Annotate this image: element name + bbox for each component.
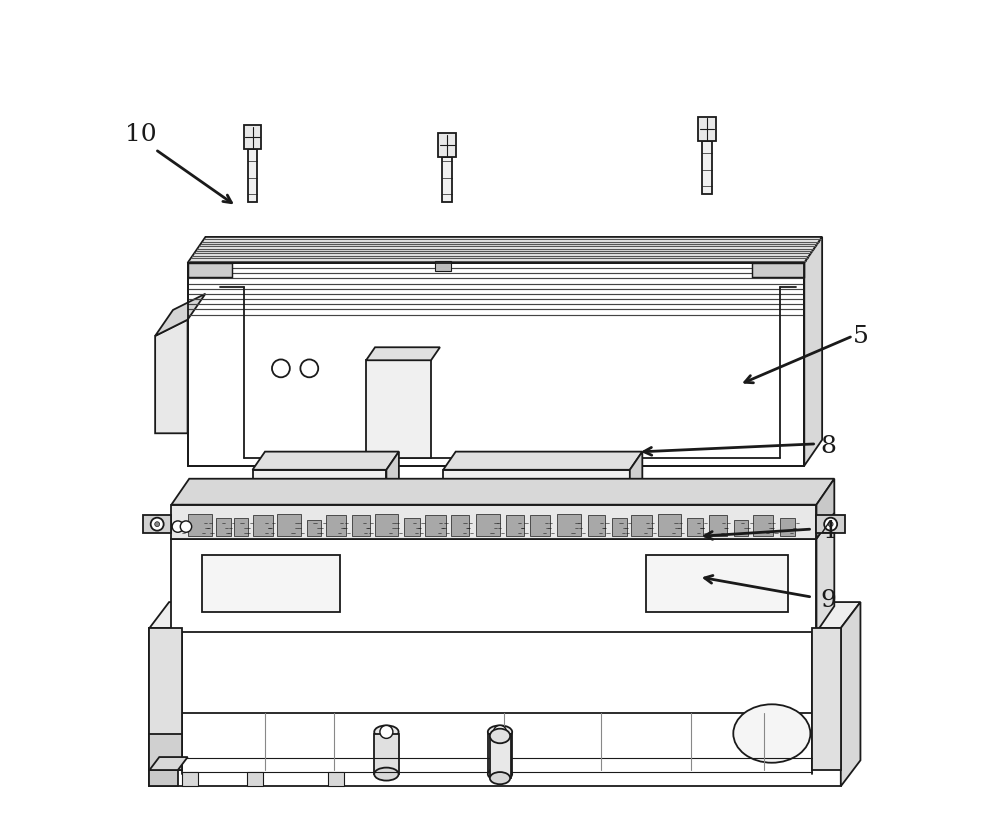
Circle shape [300,360,318,378]
Polygon shape [816,514,834,633]
Bar [612,519,627,537]
Bar [588,515,605,537]
Bar [687,519,703,537]
Bar [244,126,261,151]
Bar [780,519,795,537]
Polygon shape [630,452,642,504]
Bar [476,514,500,537]
Bar [658,514,681,537]
Circle shape [272,360,290,378]
Ellipse shape [488,767,512,781]
Polygon shape [171,539,816,633]
Polygon shape [841,602,860,786]
Bar [506,515,524,537]
Circle shape [151,518,164,531]
Text: 10: 10 [125,122,157,146]
Bar [702,142,712,194]
Bar [182,772,198,786]
Bar [646,556,788,612]
Circle shape [155,522,160,527]
Bar [631,515,652,537]
Bar [451,515,469,537]
Text: 8: 8 [821,434,836,457]
Bar [753,515,773,537]
Bar [425,515,446,537]
Bar [253,515,273,537]
Polygon shape [149,602,860,629]
Bar [734,520,748,537]
Polygon shape [188,264,804,466]
Circle shape [828,522,833,527]
Bar [328,772,344,786]
Ellipse shape [490,729,510,743]
Ellipse shape [374,725,399,739]
Bar [557,514,581,537]
Bar [248,151,257,203]
Bar [277,514,301,537]
Ellipse shape [733,705,810,762]
Bar [435,262,451,271]
Text: 9: 9 [821,589,836,611]
Polygon shape [386,452,399,504]
Bar [490,734,511,778]
Polygon shape [155,294,205,337]
Bar [234,519,248,537]
Polygon shape [171,514,834,539]
Bar [438,134,456,158]
Polygon shape [149,758,188,770]
Bar [352,515,370,537]
Text: 5: 5 [853,325,869,348]
Polygon shape [253,452,399,471]
Circle shape [180,521,192,533]
Polygon shape [171,479,834,505]
Polygon shape [253,471,386,504]
Polygon shape [443,452,642,471]
Polygon shape [143,515,171,533]
Bar [404,519,420,537]
Polygon shape [804,237,822,466]
Polygon shape [816,515,845,533]
Polygon shape [188,237,822,264]
Bar [326,515,346,537]
Bar [530,515,550,537]
Bar [202,556,340,612]
Circle shape [172,521,184,533]
Bar [366,361,431,458]
Polygon shape [816,479,834,539]
Polygon shape [149,734,182,770]
Text: 4: 4 [821,519,836,543]
Ellipse shape [488,725,512,739]
Bar [375,514,398,537]
Polygon shape [149,629,182,770]
Bar [752,264,804,278]
Circle shape [494,725,506,739]
Ellipse shape [490,772,510,784]
Ellipse shape [374,767,399,781]
Circle shape [380,725,393,739]
Circle shape [824,518,837,531]
Polygon shape [812,629,841,770]
Bar [188,514,212,537]
Polygon shape [443,471,630,504]
Polygon shape [155,320,188,433]
Bar [488,734,512,774]
Bar [374,734,399,774]
Bar [442,158,452,203]
Polygon shape [149,629,841,786]
Polygon shape [171,505,816,539]
Bar [188,264,232,278]
Bar [247,772,263,786]
Bar [709,515,727,537]
Bar [307,520,321,537]
Polygon shape [366,348,440,361]
Bar [698,117,716,142]
Bar [216,519,231,537]
Polygon shape [149,770,178,786]
